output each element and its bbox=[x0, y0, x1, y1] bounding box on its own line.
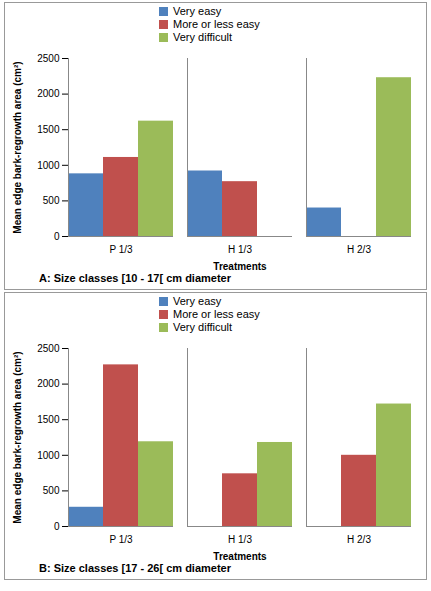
svg-text:2000: 2000 bbox=[37, 378, 60, 389]
svg-text:Mean edge bark-regrowth area (: Mean edge bark-regrowth area (cm²) bbox=[12, 61, 23, 233]
svg-text:H 1/3: H 1/3 bbox=[228, 244, 252, 255]
svg-text:1500: 1500 bbox=[37, 414, 60, 425]
svg-text:H 2/3: H 2/3 bbox=[347, 244, 371, 255]
svg-text:H 2/3: H 2/3 bbox=[347, 534, 371, 545]
svg-text:1000: 1000 bbox=[37, 450, 60, 461]
svg-text:2000: 2000 bbox=[37, 88, 60, 99]
html-text:More or less easy: More or less easy bbox=[173, 308, 260, 320]
svg-text:1500: 1500 bbox=[37, 124, 60, 135]
svg-text:0: 0 bbox=[54, 231, 60, 242]
svg-text:500: 500 bbox=[43, 195, 60, 206]
html-text:Very easy: Very easy bbox=[173, 5, 222, 17]
svg-text:0: 0 bbox=[54, 521, 60, 532]
svg-text:2500: 2500 bbox=[37, 343, 60, 354]
html-text:More or less easy: More or less easy bbox=[173, 18, 260, 30]
svg-text:P 1/3: P 1/3 bbox=[109, 244, 133, 255]
svg-text:1000: 1000 bbox=[37, 160, 60, 171]
html-text:A: Size classes [10 - 17[ cm d: A: Size classes [10 - 17[ cm diameter bbox=[39, 272, 231, 284]
svg-text:2500: 2500 bbox=[37, 53, 60, 64]
html-text:B: Size classes [17 - 26[ cm d: B: Size classes [17 - 26[ cm diameter bbox=[39, 562, 231, 574]
html-text:Very easy: Very easy bbox=[173, 295, 222, 307]
svg-text:P 1/3: P 1/3 bbox=[109, 534, 133, 545]
html-text:Very difficult: Very difficult bbox=[173, 31, 233, 43]
html-text:Very difficult: Very difficult bbox=[173, 321, 233, 333]
svg-text:500: 500 bbox=[43, 485, 60, 496]
svg-text:Treatments: Treatments bbox=[213, 551, 267, 562]
svg-text:Mean edge bark-regrowth area (: Mean edge bark-regrowth area (cm²) bbox=[12, 351, 23, 523]
svg-text:H 1/3: H 1/3 bbox=[228, 534, 252, 545]
svg-text:Treatments: Treatments bbox=[213, 261, 267, 272]
